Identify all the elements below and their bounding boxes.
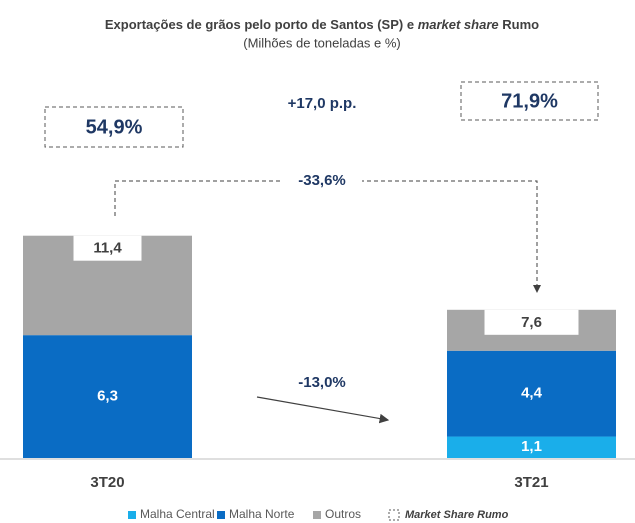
data-label: 1,1 bbox=[521, 438, 542, 455]
market-share-box bbox=[460, 81, 599, 121]
annotation: +17,0 p.p. bbox=[288, 95, 357, 112]
title-part: Exportações de grãos pelo porto de Santo… bbox=[105, 17, 418, 32]
legend-label: Outros bbox=[325, 507, 361, 521]
x-tick-label: 3T20 bbox=[90, 474, 124, 491]
title-part: Rumo bbox=[499, 17, 540, 32]
bar-segment bbox=[23, 335, 192, 458]
chart-subtitle: (Milhões de toneladas e %) bbox=[243, 35, 401, 50]
total-label: 7,6 bbox=[521, 314, 542, 331]
total-box bbox=[73, 235, 142, 261]
legend-swatch bbox=[313, 511, 321, 519]
legend-swatch bbox=[217, 511, 225, 519]
chart-title: Exportações de grãos pelo porto de Santo… bbox=[105, 17, 539, 32]
legend-label: Market Share Rumo bbox=[405, 509, 509, 521]
data-label: 6,3 bbox=[97, 388, 118, 405]
market-share-label: 54,9% bbox=[86, 116, 143, 138]
market-share-box bbox=[44, 106, 184, 148]
market-share-label: 71,9% bbox=[501, 90, 558, 112]
bar-segment bbox=[447, 436, 616, 458]
x-tick-label: 3T21 bbox=[514, 474, 548, 491]
total-box bbox=[484, 309, 579, 335]
legend-label: Malha Norte bbox=[229, 507, 295, 521]
annotation: -13,0% bbox=[298, 374, 346, 391]
legend-label: Malha Central bbox=[140, 507, 215, 521]
title-part: market share bbox=[418, 17, 499, 32]
legend-swatch bbox=[128, 511, 136, 519]
legend-swatch bbox=[388, 509, 400, 521]
total-label: 11,4 bbox=[93, 240, 122, 257]
data-label: 4,4 bbox=[521, 385, 543, 402]
arrow bbox=[256, 396, 390, 424]
bar-segment bbox=[447, 350, 616, 437]
label-bg bbox=[282, 170, 362, 192]
annotation: -33,6% bbox=[298, 172, 346, 189]
